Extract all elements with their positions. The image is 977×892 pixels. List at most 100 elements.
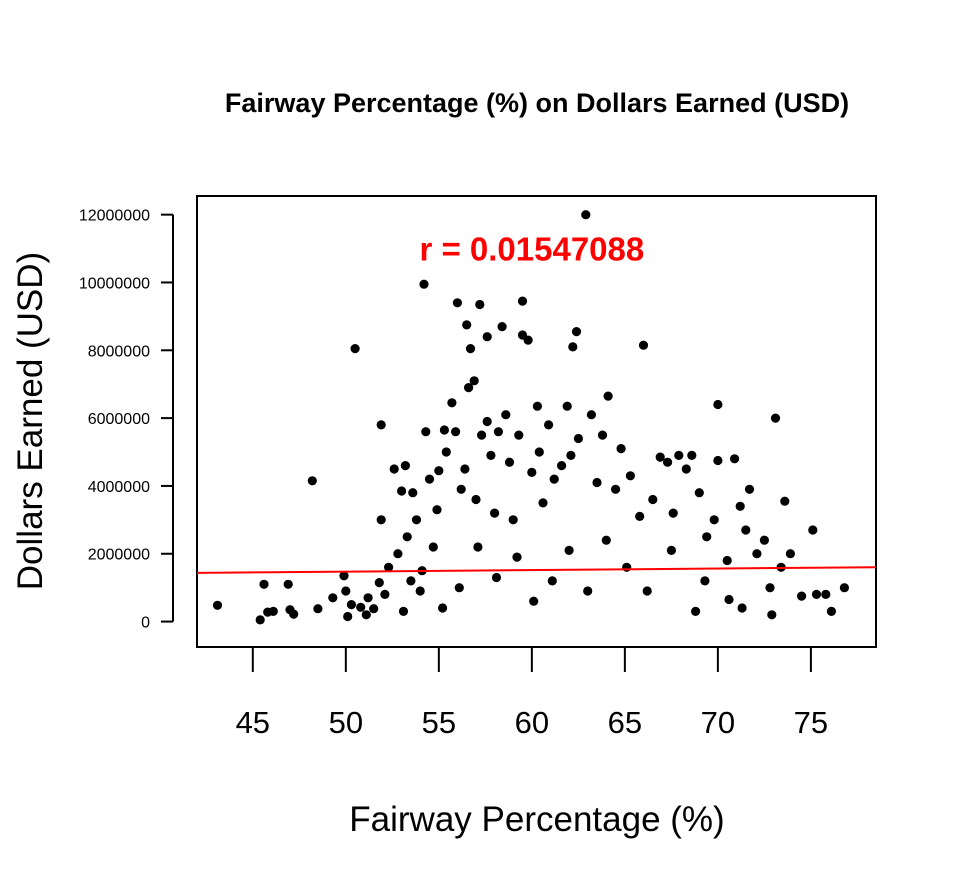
x-tick-label: 45 bbox=[236, 705, 270, 740]
data-point bbox=[389, 464, 399, 474]
data-point bbox=[369, 604, 379, 614]
data-point bbox=[527, 467, 537, 477]
data-point bbox=[821, 589, 831, 600]
data-point bbox=[770, 413, 781, 423]
data-point bbox=[400, 461, 410, 471]
data-point bbox=[456, 484, 466, 494]
data-point bbox=[465, 344, 476, 354]
data-point bbox=[350, 344, 360, 354]
data-point bbox=[709, 515, 719, 525]
data-point bbox=[648, 494, 658, 505]
data-point bbox=[464, 383, 474, 393]
data-point bbox=[346, 600, 356, 610]
data-point bbox=[730, 454, 740, 464]
data-point bbox=[601, 535, 611, 545]
data-point bbox=[475, 299, 485, 310]
data-point bbox=[339, 571, 349, 581]
data-point bbox=[384, 562, 394, 572]
data-point bbox=[571, 327, 582, 337]
data-point bbox=[307, 476, 317, 486]
data-point bbox=[313, 604, 323, 614]
data-point bbox=[674, 450, 684, 460]
data-point bbox=[491, 572, 502, 583]
data-point bbox=[255, 615, 265, 625]
data-point bbox=[581, 210, 591, 220]
data-point bbox=[700, 576, 710, 586]
data-point bbox=[557, 461, 567, 471]
x-tick-label: 70 bbox=[701, 705, 735, 740]
data-point bbox=[597, 430, 608, 440]
data-point bbox=[419, 279, 429, 289]
y-tick-label: 2000000 bbox=[88, 547, 150, 564]
x-axis-label: Fairway Percentage (%) bbox=[349, 800, 724, 839]
data-point bbox=[514, 430, 524, 440]
data-point bbox=[451, 427, 461, 437]
data-point bbox=[547, 576, 557, 586]
y-tick-label: 0 bbox=[141, 615, 150, 632]
data-point bbox=[356, 602, 366, 612]
trend-line bbox=[196, 566, 877, 574]
data-point bbox=[376, 515, 386, 525]
data-point bbox=[785, 549, 796, 559]
data-point bbox=[212, 600, 223, 610]
data-point bbox=[421, 427, 431, 437]
data-point bbox=[523, 335, 533, 345]
data-point bbox=[452, 298, 462, 308]
data-point bbox=[668, 508, 678, 518]
data-point bbox=[460, 464, 470, 474]
data-point bbox=[635, 511, 645, 521]
data-point bbox=[501, 410, 511, 420]
x-tick-label: 65 bbox=[608, 705, 642, 740]
data-point bbox=[408, 488, 418, 498]
x-axis: 45 50 55 60 65 70 75 bbox=[236, 646, 828, 740]
y-tick-label: 8000000 bbox=[88, 343, 150, 360]
data-point bbox=[439, 425, 449, 435]
data-point bbox=[722, 555, 732, 566]
data-point bbox=[694, 488, 704, 498]
data-point bbox=[415, 586, 425, 596]
data-point bbox=[512, 552, 522, 562]
data-point bbox=[380, 589, 390, 600]
data-point bbox=[268, 606, 278, 617]
y-axis-label: Dollars Earned (USD) bbox=[11, 252, 50, 590]
data-point bbox=[687, 450, 697, 460]
data-point bbox=[811, 589, 822, 600]
data-points bbox=[212, 210, 850, 625]
data-point bbox=[808, 525, 818, 535]
data-point bbox=[702, 532, 712, 542]
data-point bbox=[406, 576, 416, 586]
data-point bbox=[826, 606, 837, 617]
data-point bbox=[482, 416, 492, 427]
data-point bbox=[765, 583, 775, 593]
data-point bbox=[549, 474, 559, 484]
data-point bbox=[411, 515, 422, 525]
data-point bbox=[361, 610, 371, 620]
data-point bbox=[434, 466, 444, 476]
data-point bbox=[517, 296, 528, 306]
data-point bbox=[504, 457, 515, 467]
data-point bbox=[462, 320, 472, 330]
data-point bbox=[583, 586, 593, 596]
data-point bbox=[625, 471, 636, 481]
y-tick-label: 12000000 bbox=[79, 208, 150, 225]
data-point bbox=[611, 484, 621, 494]
data-point bbox=[393, 549, 403, 559]
data-point bbox=[363, 593, 373, 603]
data-point bbox=[454, 583, 464, 593]
data-point bbox=[586, 410, 597, 420]
data-point bbox=[622, 562, 632, 572]
data-point bbox=[759, 535, 770, 545]
x-tick-label: 75 bbox=[794, 705, 828, 740]
data-point bbox=[374, 578, 384, 588]
data-point bbox=[432, 505, 442, 515]
y-tick-label: 4000000 bbox=[88, 479, 150, 496]
data-point bbox=[544, 420, 554, 430]
data-point bbox=[398, 606, 409, 617]
data-point bbox=[482, 332, 492, 342]
data-point bbox=[473, 542, 483, 552]
data-point bbox=[724, 594, 734, 605]
data-point bbox=[328, 593, 338, 603]
data-point bbox=[797, 591, 807, 601]
data-point bbox=[497, 322, 507, 332]
